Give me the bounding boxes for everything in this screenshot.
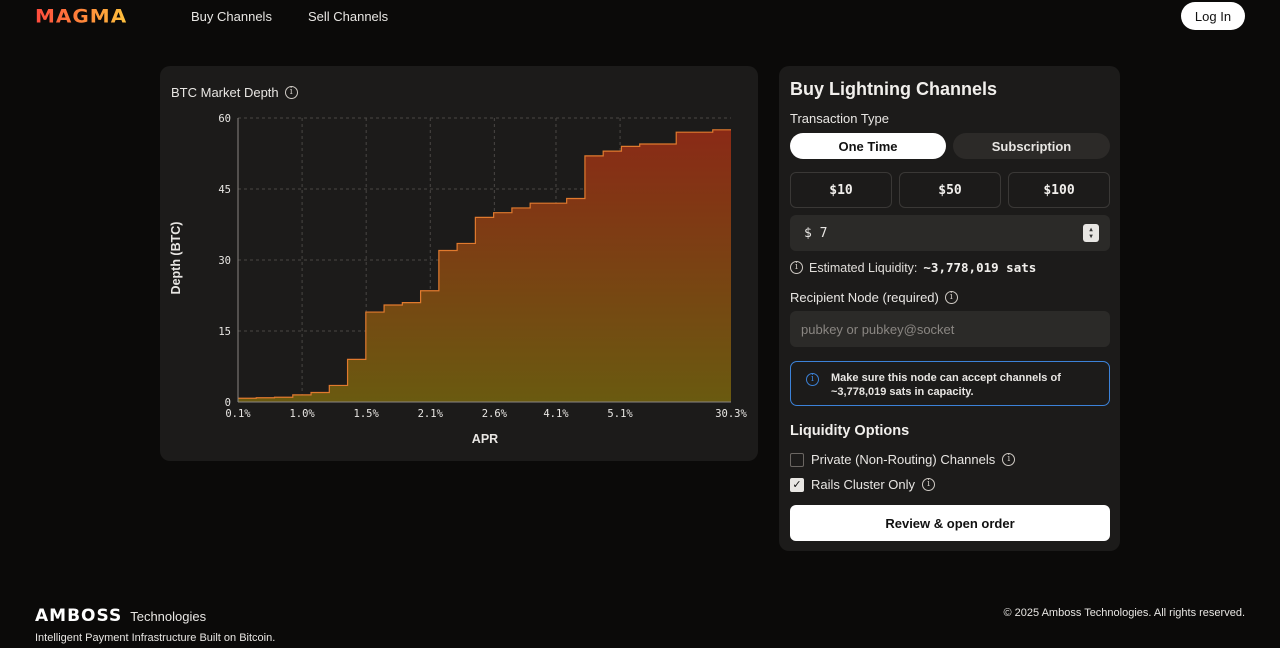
stepper-down-icon[interactable]: ▼ [1089,233,1093,240]
depth-step-bar [567,198,585,402]
nav-buy-channels[interactable]: Buy Channels [191,9,272,24]
depth-step-bar [256,398,274,402]
depth-step-line [238,129,731,399]
depth-step-bar [585,156,603,402]
recipient-label-text: Recipient Node (required) [790,290,939,305]
depth-step-bar [713,130,731,402]
market-depth-card: 0 15 30 45 60 0.1% 1.0% 1.5% 2.1% 2.6% 4.1% 5.1% 30.… [160,66,758,461]
depth-step-bar [548,203,566,402]
depth-step-bar [348,359,366,402]
amount-100-button[interactable]: $100 [1008,172,1110,208]
depth-step-bar [457,243,475,402]
tab-subscription[interactable]: Subscription [953,133,1110,159]
buy-card-title: Buy Lightning Channels [790,79,997,99]
depth-step-bar [694,132,712,402]
amboss-logo-sub: Technologies [130,608,207,624]
depth-step-bar [494,213,512,402]
capacity-alert: i Make sure this node can accept channel… [790,361,1110,406]
top-bar: MAGMA Buy Channels Sell Channels Log In [0,0,1280,34]
estimated-value: ~3,778,019 sats [923,260,1037,275]
market-depth-chart: 0 15 30 45 60 0.1% 1.0% 1.5% 2.1% 2.6% 4.1% 5.1% 30.… [169,113,747,446]
depth-step-bar [238,398,256,402]
review-open-order-button[interactable]: Review & open order [790,505,1110,541]
amount-value: 7 [819,225,828,241]
depth-step-bar [603,151,621,402]
depth-step-bar [621,146,639,402]
chart-axes: 0 15 30 45 60 0.1% 1.0% 1.5% 2.1% 2.6% 4.1% 5.1% 30.… [218,113,747,420]
tab-one-time[interactable]: One Time [790,133,946,159]
amount-input[interactable]: $ 7 ▲ ▼ [790,215,1110,251]
depth-step-bar [421,291,439,402]
depth-step-bar [329,385,347,402]
x-tick-label: 1.0% [289,408,315,420]
amboss-logo: AMBOSS [35,606,123,626]
option-private-channels[interactable]: Private (Non-Routing) Channels i [790,452,1016,467]
y-tick-label: 60 [218,113,231,125]
info-icon[interactable]: i [790,261,803,274]
amount-50-button[interactable]: $50 [899,172,1001,208]
depth-step-bar [512,208,530,402]
info-icon[interactable]: i [944,291,958,304]
amount-10-button[interactable]: $10 [790,172,892,208]
footer-copyright: © 2025 Amboss Technologies. All rights r… [1003,607,1245,619]
info-icon[interactable]: i [284,86,298,99]
depth-step-bar [475,217,493,402]
depth-step-bar [275,397,293,402]
depth-area-fill [238,129,731,403]
depth-step-bar [439,251,457,402]
footer-logo: AMBOSS Technologies [35,606,206,626]
amount-stepper[interactable]: ▲ ▼ [1083,224,1099,242]
x-axis-title: APR [472,432,498,446]
login-button[interactable]: Log In [1181,2,1245,30]
stepper-up-icon[interactable]: ▲ [1089,226,1093,233]
alert-text: Make sure this node can accept channels … [831,372,1061,398]
liquidity-options-title: Liquidity Options [790,423,910,439]
magma-logo[interactable]: MAGMA [35,4,128,28]
depth-step-bar [293,395,311,402]
buy-channels-card: Buy Lightning Channels Transaction Type … [779,66,1120,551]
chart-title-text: BTC Market Depth [171,85,279,100]
x-tick-label: 2.1% [418,408,444,420]
option-rails-cluster[interactable]: ✓ Rails Cluster Only i [790,477,936,492]
chart-area [238,129,731,403]
y-tick-label: 15 [218,326,231,338]
y-tick-label: 30 [218,255,231,267]
option-label: Rails Cluster Only [811,477,916,492]
info-icon[interactable]: i [1002,453,1016,466]
y-tick-label: 0 [225,397,231,409]
x-tick-label: 0.1% [225,408,251,420]
estimated-liquidity: i Estimated Liquidity: ~3,778,019 sats [790,260,1036,275]
rails-cluster-checkbox[interactable]: ✓ [790,477,804,492]
depth-step-bar [658,144,676,402]
depth-step-bar [676,132,694,402]
chart-title: BTC Market Depth i [171,85,298,100]
option-label: Private (Non-Routing) Channels [811,452,996,467]
nav-sell-channels[interactable]: Sell Channels [307,9,389,24]
logo-text: MAGMA [35,4,128,28]
x-tick-label: 4.1% [543,408,569,420]
transaction-type-label: Transaction Type [790,111,889,126]
currency-prefix: $ [804,225,812,241]
depth-step-bar [366,312,384,402]
info-icon[interactable]: i [922,478,936,491]
x-tick-label: 1.5% [354,408,380,420]
recipient-node-label: Recipient Node (required) i [790,290,958,305]
estimated-label: Estimated Liquidity: [809,260,918,275]
footer-tagline: Intelligent Payment Infrastructure Built… [35,632,276,644]
info-icon: i [806,373,819,386]
depth-step-bar [311,393,329,402]
depth-step-bar [530,203,548,402]
private-channels-checkbox[interactable] [790,452,804,467]
y-axis-title: Depth (BTC) [169,222,183,295]
recipient-node-input[interactable]: pubkey or pubkey@socket [790,311,1110,347]
y-tick-label: 45 [218,184,231,196]
depth-step-bar [384,305,402,402]
x-tick-label: 30.3% [715,408,747,420]
x-tick-label: 5.1% [607,408,633,420]
x-tick-label: 2.6% [482,408,508,420]
depth-step-bar [402,303,420,402]
main-nav: Buy Channels Sell Channels [191,9,388,24]
depth-step-bar [640,144,658,402]
